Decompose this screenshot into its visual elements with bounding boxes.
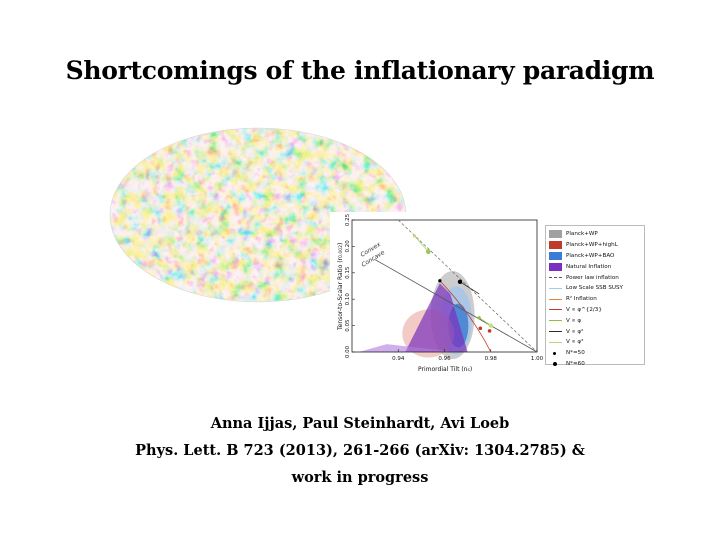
legend-item: R² Inflation [549,294,641,305]
legend-label: V ∝ φ^{2/3} [566,306,602,313]
legend-swatch [549,320,562,322]
natural-inflation-tail [358,344,457,352]
phi-23-line [439,280,492,353]
legend-label: Power law inflation [566,274,619,281]
y-tick-label: 0.25 [345,213,351,226]
legend-swatch [549,262,562,271]
legend-swatch [549,309,562,311]
legend-item: Planck+WP+BAO [549,251,641,262]
authors: Anna Ijjas, Paul Steinhardt, Avi Loeb [210,415,510,432]
n60-marker [457,279,463,284]
legend-swatch [549,349,562,357]
phi-1-line [478,317,491,326]
phi-1-point-n50 [477,316,481,320]
legend-label: Planck+WP+BAO [566,252,615,259]
legend-label: Planck+WP [566,231,598,238]
legend-item: Planck+WP [549,229,641,240]
status-note: work in progress [291,469,429,486]
legend-label: V ∝ φ³ [566,339,584,346]
legend-item: Natural Inflation [549,261,641,272]
plot-legend: Planck+WP Planck+WP+highL Planck+WP+BAO Nat… [545,225,645,367]
n50-marker [438,279,442,283]
x-tick-label: 0.98 [485,356,498,362]
legend-item: Low Scale SSB SUSY [549,283,641,294]
y-tick-label: 0.10 [345,293,351,306]
legend-label: V ∝ φ [566,317,582,324]
legend-item: V ∝ φ² [549,326,641,337]
x-tick-label: 0.96 [438,356,451,362]
legend-item: V ∝ φ^{2/3} [549,305,641,316]
phi-3-line [414,235,429,253]
legend-label: Planck+WP+highL [566,242,618,249]
legend-label: Natural Inflation [566,263,612,270]
phi-1-point-n60 [488,323,493,328]
legend-item: Power law inflation [549,272,641,283]
x-axis-label: Primordial Tilt (ns) [418,366,472,373]
legend-swatch [549,360,562,368]
phi-3-point-n50 [412,234,416,238]
legend-swatch [549,277,562,279]
y-tick-label: 0.20 [345,240,351,253]
legend-label: N*=60 [566,360,585,367]
legend-swatch [549,341,562,343]
reference: Phys. Lett. B 723 (2013), 261-266 (arXiv… [135,442,585,459]
power-law-line [398,219,538,353]
legend-item: V ∝ φ³ [549,337,641,348]
legend-item: Planck+WP+highL [549,240,641,251]
convex-concave-divider [374,259,538,353]
legend-label: Low Scale SSB SUSY [566,285,623,292]
legend-swatch [549,230,562,239]
legend-swatch [549,287,562,289]
legend-swatch [549,241,562,250]
legend-label: N*=50 [566,350,585,357]
legend-item: N*=50 [549,348,641,359]
legend-item: V ∝ φ [549,315,641,326]
legend-label: R² Inflation [566,296,597,303]
phi-23-point [478,326,483,331]
slide-title: Shortcomings of the inflationary paradig… [65,56,655,85]
x-tick-label: 1.00 [531,356,544,362]
y-tick-label: 0.00 [345,345,351,358]
legend-swatch [549,251,562,260]
credits: Anna Ijjas, Paul Steinhardt, Avi Loeb Ph… [0,410,720,491]
y-tick-label: 0.15 [345,266,351,279]
inflation-constraints-plot: 0.94 0.96 0.98 1.00 0.00 0.05 0.10 0.15 0.20 0.25… [330,212,545,378]
natural-inflation-band [405,283,468,352]
legend-swatch [549,331,562,333]
x-tick-label: 0.94 [392,356,405,362]
phi-3-point-n60 [425,249,431,255]
legend-label: V ∝ φ² [566,328,584,335]
legend-item: N*=60 [549,359,641,370]
phi-23-point-2 [487,329,492,333]
phi-2-line [459,281,480,295]
y-tick-label: 0.05 [345,319,351,332]
legend-swatch [549,298,562,300]
y-axis-label: Tensor-to-Scalar Ratio (r0.002) [337,243,344,331]
